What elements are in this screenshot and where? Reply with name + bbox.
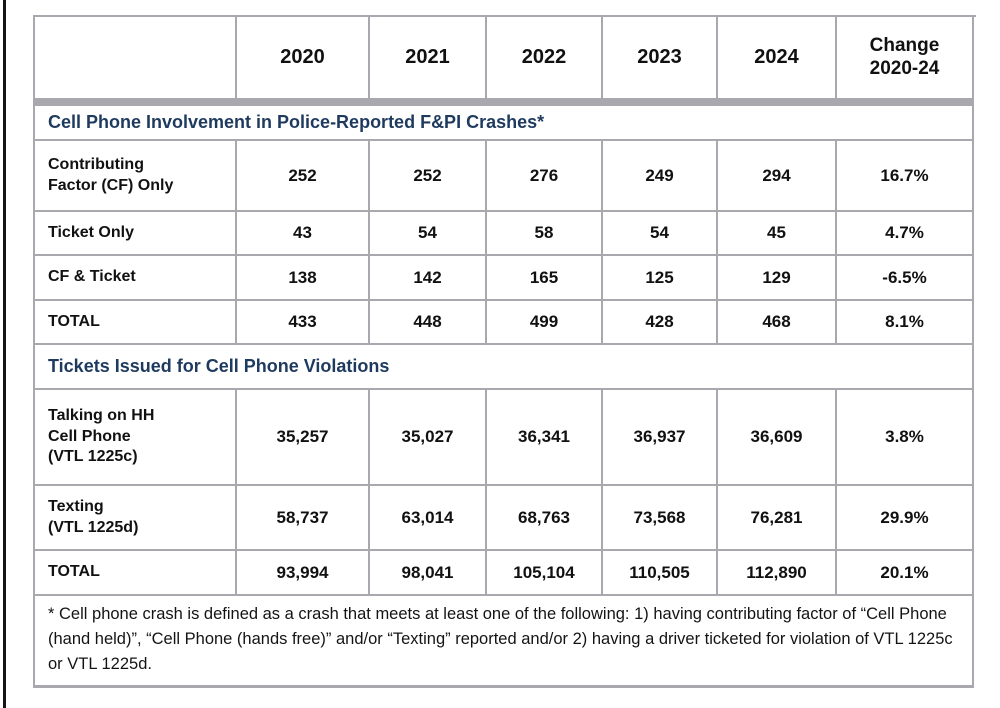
cell-value-change: -6.5%: [837, 256, 974, 301]
crash-statistics-table: 2020 2021 2022 2023 2024 Change 2020-24 …: [33, 15, 976, 688]
cell-value: 110,505: [603, 551, 718, 596]
cell-value: 105,104: [487, 551, 603, 596]
cell-value: 249: [603, 141, 718, 212]
col-header-2021: 2021: [370, 17, 487, 98]
cell-value: 45: [718, 212, 837, 256]
cell-value: 142: [370, 256, 487, 301]
cell-value: 54: [603, 212, 718, 256]
cell-value: 252: [237, 141, 370, 212]
cell-value: 112,890: [718, 551, 837, 596]
cell-value: 76,281: [718, 486, 837, 551]
cell-value: 129: [718, 256, 837, 301]
cell-value: 125: [603, 256, 718, 301]
col-header-2023: 2023: [603, 17, 718, 98]
row-label-cf-only: Contributing Factor (CF) Only: [35, 141, 237, 212]
cell-value: 468: [718, 301, 837, 345]
section-title-crashes: Cell Phone Involvement in Police-Reporte…: [35, 106, 974, 141]
cell-value: 58,737: [237, 486, 370, 551]
cell-value-change: 3.8%: [837, 390, 974, 486]
col-header-2024: 2024: [718, 17, 837, 98]
cell-value: 428: [603, 301, 718, 345]
row-label-texting: Texting (VTL 1225d): [35, 486, 237, 551]
cell-value: 165: [487, 256, 603, 301]
cell-value-change: 16.7%: [837, 141, 974, 212]
cell-value: 499: [487, 301, 603, 345]
section-title-tickets: Tickets Issued for Cell Phone Violations: [35, 345, 974, 390]
cell-value: 36,341: [487, 390, 603, 486]
header-corner-cell: [35, 17, 237, 98]
cell-value-change: 29.9%: [837, 486, 974, 551]
cell-value: 294: [718, 141, 837, 212]
cell-value-change: 8.1%: [837, 301, 974, 345]
cell-value: 43: [237, 212, 370, 256]
cell-value-change: 20.1%: [837, 551, 974, 596]
cell-value: 36,937: [603, 390, 718, 486]
cell-value: 448: [370, 301, 487, 345]
row-label-ticket-only: Ticket Only: [35, 212, 237, 256]
cell-value: 98,041: [370, 551, 487, 596]
cell-value-change: 4.7%: [837, 212, 974, 256]
row-label-cf-and-ticket: CF & Ticket: [35, 256, 237, 301]
cell-value: 35,027: [370, 390, 487, 486]
cell-value: 433: [237, 301, 370, 345]
col-header-change-2020-24: Change 2020-24: [837, 17, 974, 98]
cell-value: 73,568: [603, 486, 718, 551]
cell-value: 58: [487, 212, 603, 256]
cell-value: 276: [487, 141, 603, 212]
cell-value: 54: [370, 212, 487, 256]
cell-value: 252: [370, 141, 487, 212]
cell-value: 35,257: [237, 390, 370, 486]
row-label-total-crashes: TOTAL: [35, 301, 237, 345]
footnote-text: * Cell phone crash is defined as a crash…: [35, 596, 974, 688]
page-edge-line: [3, 0, 6, 708]
cell-value: 93,994: [237, 551, 370, 596]
col-header-2022: 2022: [487, 17, 603, 98]
row-label-total-tickets: TOTAL: [35, 551, 237, 596]
row-label-talking-hh: Talking on HH Cell Phone (VTL 1225c): [35, 390, 237, 486]
cell-value: 68,763: [487, 486, 603, 551]
cell-value: 36,609: [718, 390, 837, 486]
header-divider-band: [35, 98, 974, 106]
cell-value: 138: [237, 256, 370, 301]
col-header-2020: 2020: [237, 17, 370, 98]
cell-value: 63,014: [370, 486, 487, 551]
